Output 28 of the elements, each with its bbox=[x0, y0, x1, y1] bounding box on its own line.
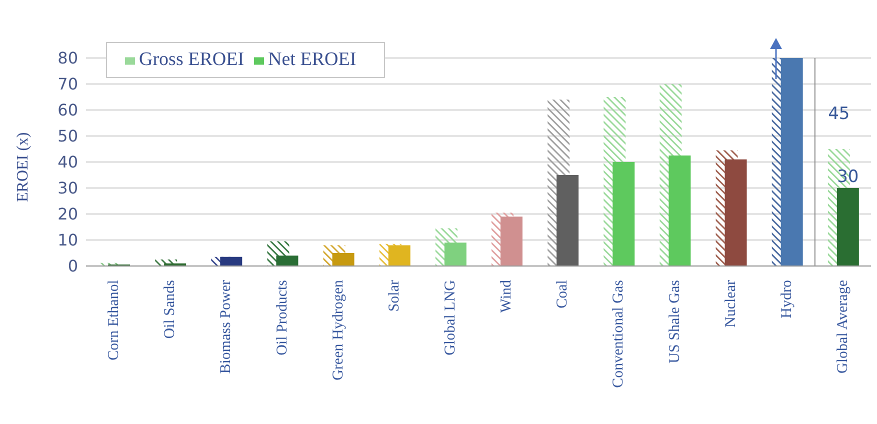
x-tick-label: Global LNG bbox=[442, 280, 458, 356]
x-tick-label: Corn Ethanol bbox=[106, 280, 122, 360]
x-tick-label: Nuclear bbox=[722, 280, 739, 328]
y-tick-label: 20 bbox=[58, 204, 78, 224]
x-tick-label: Green Hydrogen bbox=[330, 280, 346, 380]
y-tick-label: 0 bbox=[68, 256, 78, 276]
y-tick-label: 30 bbox=[58, 178, 78, 198]
y-tick-label: 80 bbox=[58, 48, 78, 68]
legend-label: Gross EROEI bbox=[139, 49, 244, 70]
x-tick-label: Global Average bbox=[834, 280, 851, 374]
x-tick-label: Oil Products bbox=[274, 280, 290, 356]
x-tick-label: Solar bbox=[386, 280, 402, 312]
legend-label: Net EROEI bbox=[268, 49, 356, 70]
x-tick-label: Coal bbox=[554, 280, 571, 308]
x-tick-label: Hydro bbox=[778, 280, 795, 318]
y-tick-label: 10 bbox=[58, 230, 78, 250]
x-tick-label: US Shale Gas bbox=[666, 280, 683, 364]
x-tick-label: Oil Sands bbox=[162, 280, 178, 339]
x-tick-label: Conventional Gas bbox=[610, 280, 627, 388]
y-tick-label: 40 bbox=[58, 152, 78, 172]
y-axis-title: EROEI (x) bbox=[14, 132, 32, 202]
data-label: 30 bbox=[837, 167, 859, 187]
x-tick-label: Wind bbox=[498, 280, 515, 313]
y-tick-label: 70 bbox=[58, 74, 78, 94]
y-tick-label: 60 bbox=[58, 100, 78, 120]
y-tick-label: 50 bbox=[58, 126, 78, 146]
data-label: 45 bbox=[828, 104, 850, 124]
x-tick-label: Biomass Power bbox=[218, 280, 234, 374]
